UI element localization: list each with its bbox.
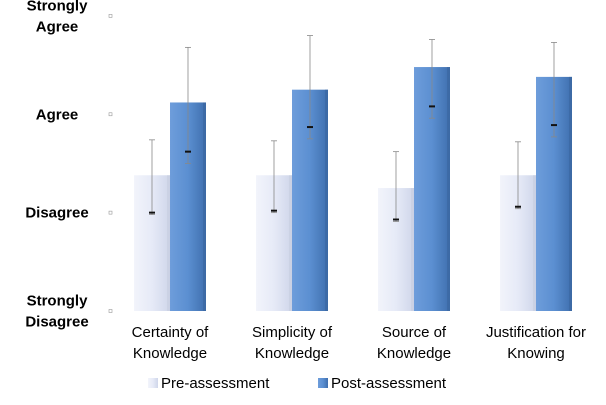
y-tick-label: Disagree <box>25 205 88 222</box>
bar-edge <box>447 67 450 312</box>
x-category-label: Knowing <box>507 345 565 362</box>
y-tick-mark <box>108 309 113 313</box>
y-tick-label: Disagree <box>25 314 88 331</box>
legend-label-0: Pre-assessment <box>161 375 270 392</box>
bar-edge <box>411 188 414 311</box>
legend-label-1: Post-assessment <box>331 375 447 392</box>
x-category-label: Justification for <box>486 324 586 341</box>
y-tick-label: Agree <box>36 106 79 123</box>
legend-swatch-1 <box>318 378 328 388</box>
y-tick-label: Agree <box>36 18 79 35</box>
x-category-label: Simplicity of <box>252 324 333 341</box>
x-category-label: Certainty of <box>132 324 210 341</box>
y-tick-mark <box>108 112 113 117</box>
bar-edge <box>569 76 572 311</box>
bar-edge <box>167 175 170 311</box>
y-tick-label: Strongly <box>27 0 88 14</box>
x-category-label: Source of <box>382 324 447 341</box>
bar-edge <box>289 175 292 311</box>
bar-edge <box>533 175 536 311</box>
y-tick-mark <box>108 14 113 18</box>
y-tick-mark <box>108 210 113 215</box>
y-tick-label: Strongly <box>27 293 88 310</box>
x-category-label: Knowledge <box>133 345 207 362</box>
bar-edge <box>203 102 206 311</box>
legend-swatch-0 <box>148 378 158 388</box>
x-category-label: Knowledge <box>377 345 451 362</box>
x-category-label: Knowledge <box>255 345 329 362</box>
bar-edge <box>325 89 328 311</box>
